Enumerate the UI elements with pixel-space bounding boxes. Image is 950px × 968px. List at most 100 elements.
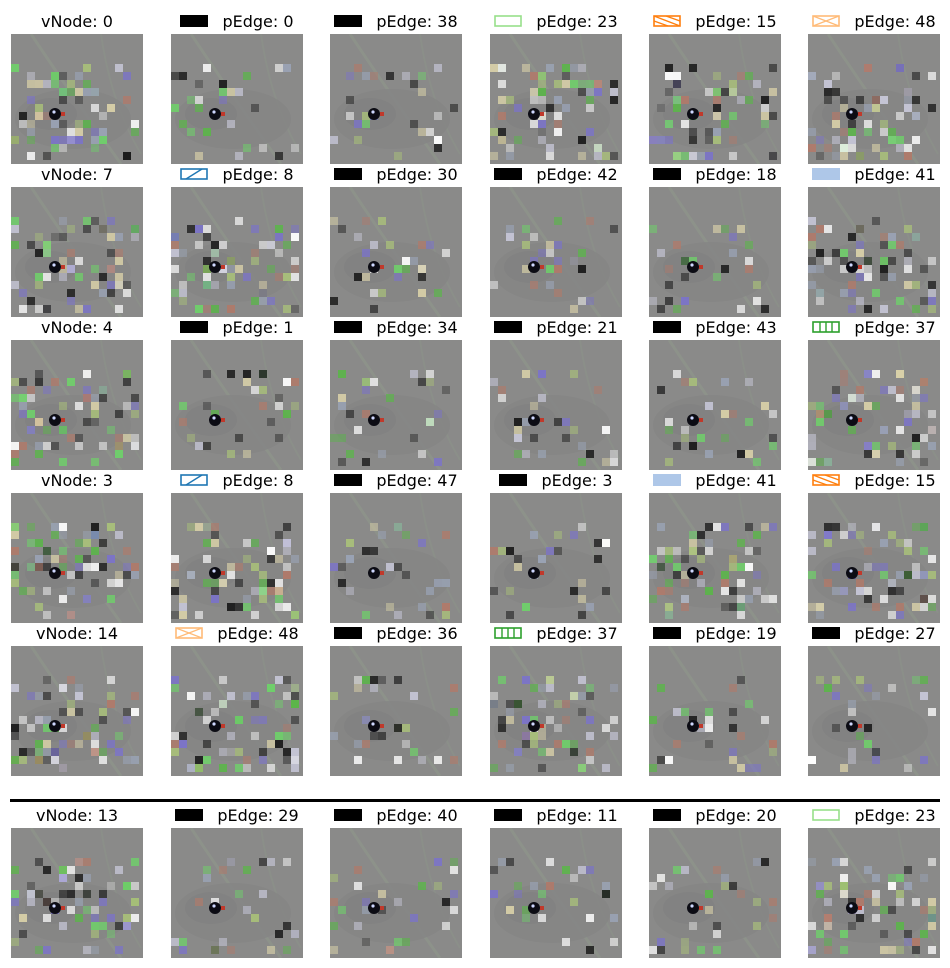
panel-header: pEdge: 30 (330, 161, 462, 187)
saliency-image (171, 340, 303, 470)
panel-header: pEdge: 3 (490, 467, 622, 493)
frog-image (171, 187, 303, 317)
pedge-label: pEdge: 18 (695, 164, 777, 184)
frog-image (11, 828, 143, 958)
legend-swatch (812, 168, 841, 180)
frog-image (171, 646, 303, 776)
pedge-label: pEdge: 36 (376, 623, 458, 643)
pedge-label: pEdge: 23 (536, 11, 618, 31)
frog-image (808, 646, 940, 776)
panel-header: pEdge: 15 (649, 8, 781, 34)
pedge-panel: pEdge: 48 (171, 620, 303, 780)
panel-header: pEdge: 11 (490, 802, 622, 828)
frog-image (808, 187, 940, 317)
frog-image (649, 828, 781, 958)
panel-header: vNode: 13 (11, 802, 143, 828)
saliency-image (330, 340, 462, 470)
panel-header: pEdge: 8 (171, 467, 303, 493)
pedge-panel: pEdge: 29 (171, 802, 303, 962)
pedge-panel: pEdge: 19 (649, 620, 781, 780)
frog-image (808, 34, 940, 164)
pedge-panel: pEdge: 48 (808, 8, 940, 168)
legend-swatch (334, 15, 363, 27)
pedge-panel: pEdge: 30 (330, 161, 462, 321)
panel-header: vNode: 3 (11, 467, 143, 493)
saliency-image (11, 646, 143, 776)
pedge-panel: pEdge: 3 (490, 467, 622, 627)
pedge-label: pEdge: 34 (376, 317, 458, 337)
legend-swatch (653, 809, 682, 821)
pedge-label: pEdge: 15 (854, 470, 936, 490)
saliency-image (808, 646, 940, 776)
pedge-panel: pEdge: 8 (171, 467, 303, 627)
frog-image (490, 646, 622, 776)
frog-image (808, 828, 940, 958)
pedge-panel: pEdge: 23 (808, 802, 940, 962)
saliency-image (330, 187, 462, 317)
panel-header: pEdge: 19 (649, 620, 781, 646)
legend-swatch (653, 321, 682, 333)
saliency-image (330, 493, 462, 623)
saliency-image (490, 828, 622, 958)
saliency-image (649, 828, 781, 958)
legend-swatch (334, 321, 363, 333)
legend-swatch (653, 168, 682, 180)
pedge-label: pEdge: 38 (376, 11, 458, 31)
vnode-panel: vNode: 0 (11, 8, 143, 168)
vnode-label: vNode: 14 (35, 623, 119, 643)
saliency-image (649, 646, 781, 776)
saliency-image (490, 187, 622, 317)
legend-swatch (653, 474, 682, 486)
saliency-image (490, 646, 622, 776)
panel-header: pEdge: 41 (808, 161, 940, 187)
panel-header: vNode: 14 (11, 620, 143, 646)
pedge-panel: pEdge: 15 (649, 8, 781, 168)
vnode-panel: vNode: 14 (11, 620, 143, 780)
pedge-label: pEdge: 19 (695, 623, 777, 643)
frog-image (171, 493, 303, 623)
vnode-panel: vNode: 7 (11, 161, 143, 321)
pedge-label: pEdge: 41 (854, 164, 936, 184)
pedge-panel: pEdge: 37 (490, 620, 622, 780)
panel-header: vNode: 0 (11, 8, 143, 34)
frog-image (330, 187, 462, 317)
pedge-label: pEdge: 8 (222, 470, 294, 490)
legend-swatch (499, 474, 528, 486)
frog-image (11, 187, 143, 317)
frog-image (11, 340, 143, 470)
panel-header: pEdge: 23 (490, 8, 622, 34)
saliency-image (649, 340, 781, 470)
pedge-panel: pEdge: 37 (808, 314, 940, 474)
legend-swatch (180, 474, 209, 486)
pedge-panel: pEdge: 43 (649, 314, 781, 474)
legend-swatch (812, 809, 841, 821)
saliency-image (808, 34, 940, 164)
panel-header: vNode: 7 (11, 161, 143, 187)
panel-header: pEdge: 37 (490, 620, 622, 646)
legend-swatch (812, 321, 841, 333)
pedge-label: pEdge: 48 (217, 623, 299, 643)
pedge-panel: pEdge: 41 (808, 161, 940, 321)
legend-swatch (334, 627, 363, 639)
legend-swatch (334, 474, 363, 486)
legend-swatch (494, 168, 523, 180)
panel-header: vNode: 4 (11, 314, 143, 340)
pedge-panel: pEdge: 34 (330, 314, 462, 474)
saliency-image (330, 34, 462, 164)
pedge-label: pEdge: 42 (536, 164, 618, 184)
panel-header: pEdge: 40 (330, 802, 462, 828)
legend-swatch (180, 321, 209, 333)
legend-swatch (494, 321, 523, 333)
pedge-label: pEdge: 3 (541, 470, 613, 490)
pedge-panel: pEdge: 0 (171, 8, 303, 168)
frog-image (330, 340, 462, 470)
pedge-panel: pEdge: 23 (490, 8, 622, 168)
panel-header: pEdge: 38 (330, 8, 462, 34)
pedge-label: pEdge: 37 (854, 317, 936, 337)
saliency-image (171, 493, 303, 623)
frog-image (649, 493, 781, 623)
frog-image (171, 34, 303, 164)
saliency-image (808, 187, 940, 317)
panel-header: pEdge: 47 (330, 467, 462, 493)
panel-header: pEdge: 29 (171, 802, 303, 828)
